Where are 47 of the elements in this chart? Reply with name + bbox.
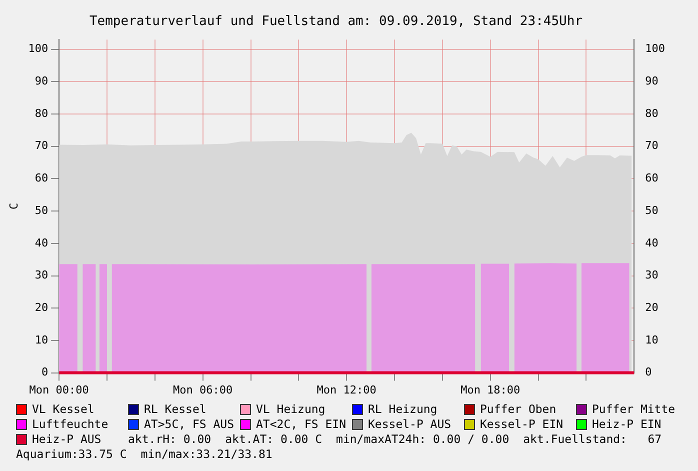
y-tick-label: 0	[41, 366, 48, 379]
y-tick-label: 20	[34, 300, 48, 314]
legend-label: VL Heizung	[256, 402, 326, 416]
y-tick-label: 80	[34, 106, 48, 120]
chart-title: Temperaturverlauf und Fuellstand am: 09.09.2019, Stand 23:45Uhr	[89, 14, 583, 30]
y-tick-label: 90	[34, 74, 48, 88]
y2-tick-label: 40	[645, 236, 658, 250]
y-axis-title: C	[7, 202, 20, 210]
y2-tick-label: 70	[645, 139, 658, 152]
legend-label: Heiz-P EIN	[592, 417, 662, 431]
y-tick-label: 70	[34, 139, 48, 152]
text: akt.Fuellstand: 67	[523, 432, 662, 446]
legend-label: AT>5C, FS AUS	[144, 417, 234, 431]
y-tick-label: 60	[34, 172, 48, 185]
x-tick-label: Mon 18:00	[460, 383, 520, 396]
y2-tick-label: 10	[645, 333, 658, 346]
y2-tick-label: 90	[645, 74, 658, 88]
text: Aquarium:33.75 C	[16, 447, 127, 461]
legend-label: Luftfeuchte	[32, 417, 108, 431]
y2-tick-label: 100	[645, 42, 666, 56]
y2-tick-label: 60	[645, 172, 658, 185]
y2-tick-label: 30	[645, 268, 658, 282]
y2-tick-label: 0	[645, 366, 652, 379]
legend-label: RL Kessel	[144, 402, 206, 416]
text: min/maxAT24h: 0.00 / 0.00	[336, 432, 510, 446]
legend-label: Kessel-P EIN	[480, 417, 564, 431]
legend-label: Puffer Mitte	[592, 402, 676, 416]
legend-label: RL Heizung	[368, 402, 438, 416]
y-tick-label: 30	[34, 268, 48, 282]
text: min/max:33.21/33.81	[140, 447, 272, 461]
legend-label: VL Kessel	[32, 402, 94, 416]
y2-tick-label: 20	[645, 300, 658, 314]
legend-label: Kessel-P AUS	[368, 417, 452, 431]
legend-label: Heiz-P AUS	[32, 432, 102, 446]
y2-tick-label: 80	[645, 106, 658, 120]
y2-tick-label: 50	[645, 204, 658, 217]
text: akt.AT: 0.00 C	[225, 432, 322, 446]
x-tick-label: Mon 00:00	[29, 383, 89, 396]
y-tick-label: 100	[28, 42, 48, 56]
legend-label: AT<2C, FS EIN	[256, 417, 346, 431]
x-tick-label: Mon 06:00	[173, 383, 233, 396]
x-tick-label: Mon 12:00	[316, 383, 376, 396]
y-tick-label: 40	[34, 236, 48, 250]
y-tick-label: 10	[34, 333, 48, 346]
y-tick-label: 50	[34, 204, 48, 217]
text: akt.rH: 0.00	[128, 432, 212, 446]
legend-label: Puffer Oben	[480, 402, 556, 416]
